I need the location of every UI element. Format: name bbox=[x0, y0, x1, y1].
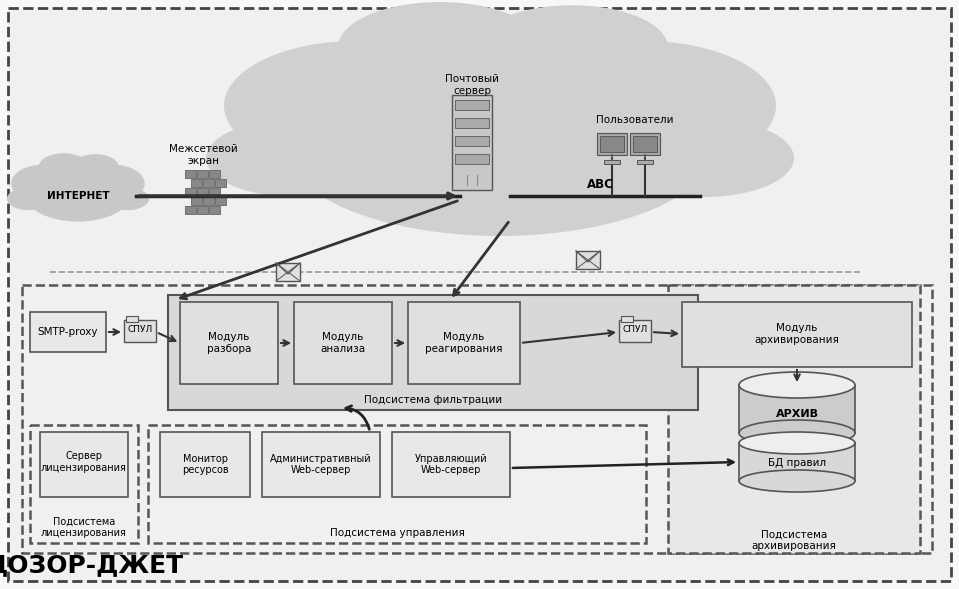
Ellipse shape bbox=[739, 470, 855, 492]
Bar bbox=[185, 170, 196, 178]
Text: АРХИВ: АРХИВ bbox=[776, 409, 818, 419]
Ellipse shape bbox=[39, 153, 88, 180]
Text: Управляющий
Web-сервер: Управляющий Web-сервер bbox=[414, 454, 487, 475]
Text: Модуль
анализа: Модуль анализа bbox=[320, 332, 365, 354]
Bar bbox=[126, 316, 138, 322]
Ellipse shape bbox=[739, 420, 855, 446]
Bar bbox=[455, 100, 489, 110]
Bar bbox=[668, 285, 920, 553]
Ellipse shape bbox=[284, 54, 716, 236]
Text: Монитор
ресурсов: Монитор ресурсов bbox=[181, 454, 228, 475]
Bar bbox=[408, 302, 520, 384]
Bar bbox=[124, 320, 156, 342]
Text: Модуль
разбора: Модуль разбора bbox=[207, 332, 251, 354]
Bar bbox=[209, 206, 220, 214]
Bar bbox=[294, 302, 392, 384]
Ellipse shape bbox=[7, 187, 51, 210]
Bar bbox=[576, 251, 600, 269]
Bar bbox=[197, 188, 208, 196]
Text: АВС: АВС bbox=[587, 178, 614, 191]
Ellipse shape bbox=[512, 41, 776, 171]
Text: Модуль
реагирования: Модуль реагирования bbox=[425, 332, 503, 354]
Bar bbox=[633, 136, 657, 152]
Ellipse shape bbox=[12, 164, 75, 203]
Bar bbox=[604, 160, 620, 164]
Text: ИНТЕРНЕТ: ИНТЕРНЕТ bbox=[47, 191, 109, 201]
Bar bbox=[215, 197, 226, 205]
Text: Модуль
архивирования: Модуль архивирования bbox=[755, 323, 839, 345]
Bar bbox=[682, 302, 912, 367]
Bar bbox=[30, 312, 106, 352]
Bar bbox=[276, 263, 300, 281]
Text: Пользователи: Пользователи bbox=[596, 115, 674, 125]
Ellipse shape bbox=[26, 168, 130, 221]
Text: БД правил: БД правил bbox=[768, 458, 826, 468]
Ellipse shape bbox=[739, 372, 855, 398]
Ellipse shape bbox=[739, 432, 855, 454]
Ellipse shape bbox=[476, 5, 668, 90]
Bar bbox=[30, 425, 138, 543]
Bar bbox=[215, 179, 226, 187]
Bar bbox=[739, 385, 855, 433]
Bar bbox=[40, 432, 128, 497]
Bar bbox=[455, 136, 489, 146]
Text: Административный
Web-сервер: Административный Web-сервер bbox=[270, 454, 372, 475]
Bar bbox=[209, 170, 220, 178]
Bar bbox=[191, 179, 202, 187]
Bar bbox=[452, 95, 492, 190]
Text: Сервер
лицензирования: Сервер лицензирования bbox=[41, 451, 127, 473]
Text: СПУЛ: СПУЛ bbox=[128, 326, 152, 335]
Bar bbox=[180, 302, 278, 384]
Ellipse shape bbox=[72, 154, 119, 179]
Bar bbox=[203, 179, 214, 187]
Bar bbox=[630, 133, 660, 155]
Bar bbox=[148, 425, 646, 543]
Bar bbox=[197, 170, 208, 178]
Ellipse shape bbox=[206, 119, 386, 197]
Bar bbox=[191, 197, 202, 205]
Bar bbox=[262, 432, 380, 497]
Ellipse shape bbox=[224, 41, 488, 171]
Bar bbox=[209, 188, 220, 196]
Text: Подсистема фильтрации: Подсистема фильтрации bbox=[363, 395, 503, 405]
Bar bbox=[621, 316, 633, 322]
Bar bbox=[185, 206, 196, 214]
Bar bbox=[739, 443, 855, 481]
Bar bbox=[185, 188, 196, 196]
Text: Подсистема
архивирования: Подсистема архивирования bbox=[752, 529, 836, 551]
Ellipse shape bbox=[338, 2, 542, 93]
Bar bbox=[392, 432, 510, 497]
Bar bbox=[160, 432, 250, 497]
Bar bbox=[455, 118, 489, 128]
Bar bbox=[597, 133, 627, 155]
Text: Межсетевой
экран: Межсетевой экран bbox=[169, 144, 238, 166]
Ellipse shape bbox=[614, 119, 794, 197]
Bar bbox=[168, 295, 698, 410]
Ellipse shape bbox=[105, 187, 149, 210]
Bar bbox=[197, 206, 208, 214]
Text: Подсистема
лицензирования: Подсистема лицензирования bbox=[41, 516, 127, 538]
Text: Почтовый
сервер: Почтовый сервер bbox=[445, 74, 499, 96]
Bar bbox=[22, 285, 932, 553]
Bar bbox=[637, 160, 653, 164]
Bar bbox=[619, 320, 651, 342]
Text: SMTP-proxy: SMTP-proxy bbox=[37, 327, 98, 337]
Bar bbox=[455, 154, 489, 164]
Bar bbox=[600, 136, 624, 152]
Text: Подсистема управления: Подсистема управления bbox=[330, 528, 464, 538]
Ellipse shape bbox=[81, 164, 145, 203]
Text: СПУЛ: СПУЛ bbox=[622, 326, 647, 335]
Bar bbox=[203, 197, 214, 205]
Text: ДОЗОР-ДЖЕТ: ДОЗОР-ДЖЕТ bbox=[0, 553, 184, 577]
